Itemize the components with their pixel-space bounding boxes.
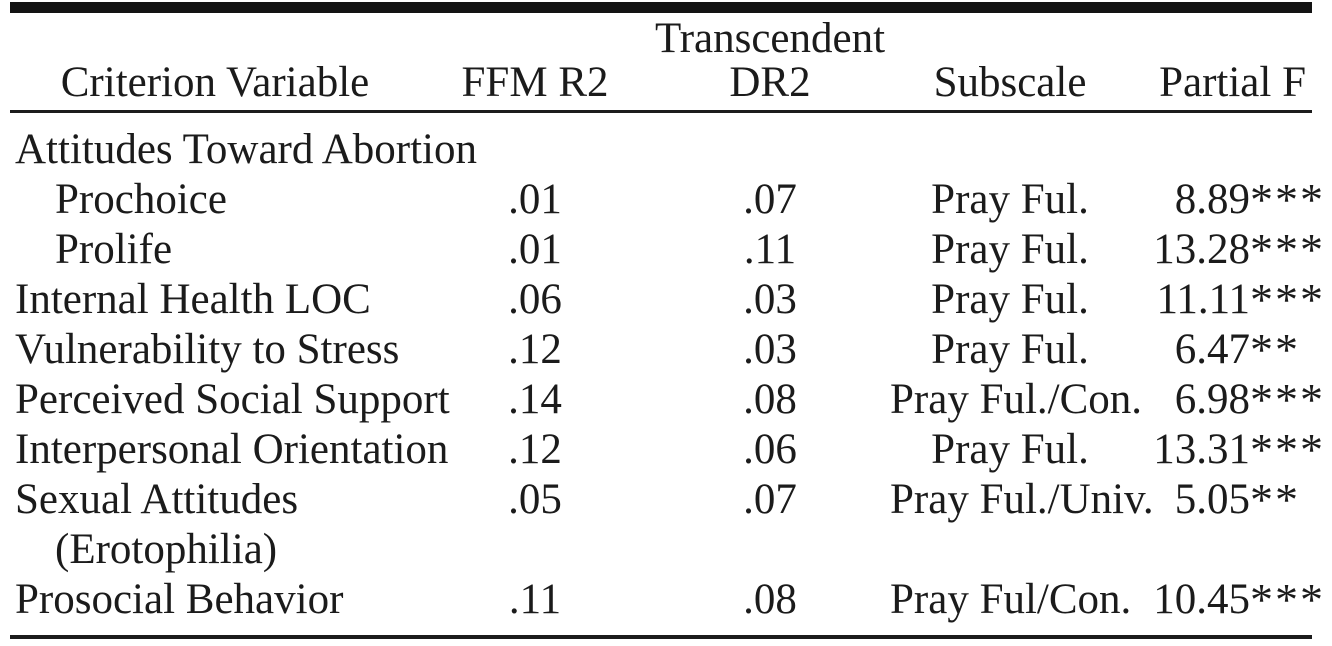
spanner-row: Transcendent bbox=[10, 17, 1312, 61]
criterion-cell: Vulnerability to Stress bbox=[15, 326, 400, 373]
ffm-r2-cell: .12 bbox=[508, 326, 562, 373]
table-row: Perceived Social Support .14 .08 Pray Fu… bbox=[10, 374, 1325, 425]
ffm-r2-cell: .05 bbox=[508, 476, 562, 523]
partial-f-value: 5.05 bbox=[1174, 476, 1250, 523]
criterion-cell: (Erotophilia) bbox=[55, 526, 278, 573]
column-header-subscale: Subscale bbox=[933, 59, 1087, 106]
partial-f-value: 6.98 bbox=[1174, 376, 1250, 423]
dr2-cell: .11 bbox=[743, 226, 797, 273]
subscale-cell: Pray Ful. bbox=[931, 176, 1089, 223]
criterion-cell: Perceived Social Support bbox=[15, 376, 450, 423]
dr2-cell: .06 bbox=[743, 426, 797, 473]
ffm-r2-cell bbox=[420, 525, 650, 575]
partial-f-cell: 13.28 *** bbox=[1130, 224, 1325, 275]
dr2-cell: .08 bbox=[743, 576, 797, 623]
partial-f-cell bbox=[1130, 125, 1312, 175]
subscale-cell: Pray Ful./Con. bbox=[890, 376, 1143, 423]
partial-f-cell: 13.31 *** bbox=[1130, 424, 1325, 475]
subscale-cell: Pray Ful. bbox=[931, 326, 1089, 373]
dr2-cell: .07 bbox=[743, 176, 797, 223]
subscale-cell: Pray Ful./Univ. bbox=[890, 476, 1154, 523]
table-top-rule bbox=[10, 2, 1312, 13]
dr2-cell: .08 bbox=[743, 376, 797, 423]
criterion-cell: Attitudes Toward Abortion bbox=[15, 126, 477, 173]
spanner-transcendent: Transcendent bbox=[654, 15, 886, 62]
ffm-r2-cell bbox=[420, 125, 650, 175]
partial-f-value: 13.28 bbox=[1153, 226, 1250, 273]
partial-f-value: 10.45 bbox=[1153, 576, 1250, 623]
partial-f-value: 6.47 bbox=[1174, 326, 1250, 373]
subscale-cell: Pray Ful/Con. bbox=[890, 576, 1132, 623]
table-row: Prochoice .01 .07 Pray Ful. 8.89 *** bbox=[10, 174, 1325, 225]
column-header-ffm-r2: FFM R2 bbox=[461, 59, 609, 106]
dr2-cell: .03 bbox=[743, 326, 797, 373]
criterion-cell: Prolife bbox=[55, 226, 173, 273]
partial-f-value bbox=[1130, 525, 1250, 575]
column-header-dr2: DR2 bbox=[729, 59, 811, 106]
subscale-cell: Pray Ful. bbox=[931, 226, 1089, 273]
ffm-r2-cell: .01 bbox=[508, 226, 562, 273]
regression-results-table: Transcendent Criterion Variable FFM R2 D… bbox=[10, 0, 1325, 639]
significance-stars: *** bbox=[1250, 424, 1325, 475]
significance-stars bbox=[1250, 125, 1312, 175]
ffm-r2-cell: .12 bbox=[508, 426, 562, 473]
dr2-cell: .07 bbox=[743, 476, 797, 523]
subscale-cell: Pray Ful. bbox=[931, 276, 1089, 323]
criterion-cell: Interpersonal Orientation bbox=[15, 426, 449, 473]
criterion-cell: Prochoice bbox=[55, 176, 227, 223]
partial-f-cell: 11.11 *** bbox=[1130, 274, 1325, 325]
significance-stars: *** bbox=[1250, 574, 1325, 625]
table-row: Attitudes Toward Abortion bbox=[10, 125, 1312, 175]
criterion-cell: Sexual Attitudes bbox=[15, 476, 299, 523]
table-header: Transcendent Criterion Variable FFM R2 D… bbox=[10, 13, 1312, 105]
ffm-r2-cell: .01 bbox=[508, 176, 562, 223]
partial-f-cell: 6.47 ** bbox=[1130, 325, 1312, 375]
table-row: Vulnerability to Stress .12 .03 Pray Ful… bbox=[10, 325, 1312, 375]
criterion-cell: Internal Health LOC bbox=[15, 276, 371, 323]
significance-stars bbox=[1250, 525, 1312, 575]
subscale-cell: Pray Ful. bbox=[931, 426, 1089, 473]
table-row: (Erotophilia) bbox=[10, 525, 1312, 575]
partial-f-value: 13.31 bbox=[1153, 426, 1250, 473]
significance-stars: *** bbox=[1250, 274, 1325, 325]
ffm-r2-cell: .06 bbox=[508, 276, 562, 323]
significance-stars: ** bbox=[1250, 474, 1300, 525]
partial-f-value bbox=[1130, 125, 1250, 175]
table-bottom-rule bbox=[10, 635, 1312, 639]
dr2-cell bbox=[650, 525, 890, 575]
partial-f-cell: 8.89 *** bbox=[1130, 174, 1325, 225]
significance-stars: *** bbox=[1250, 174, 1325, 225]
partial-f-value: 8.89 bbox=[1174, 176, 1250, 223]
partial-f-cell: 10.45 *** bbox=[1130, 574, 1325, 625]
ffm-r2-cell: .14 bbox=[508, 376, 562, 423]
table-row: Interpersonal Orientation .12 .06 Pray F… bbox=[10, 424, 1325, 475]
table-row: Internal Health LOC .06 .03 Pray Ful. 11… bbox=[10, 274, 1325, 325]
column-header-criterion-variable: Criterion Variable bbox=[60, 59, 370, 106]
column-header-partial-f: Partial F bbox=[1159, 59, 1306, 106]
table-row: Sexual Attitudes .05 .07 Pray Ful./Univ.… bbox=[10, 475, 1312, 525]
significance-stars: *** bbox=[1250, 224, 1325, 275]
header-divider-rule bbox=[10, 110, 1312, 113]
partial-f-cell: 5.05 ** bbox=[1130, 475, 1312, 525]
ffm-r2-cell: .11 bbox=[508, 576, 562, 623]
dr2-cell: .03 bbox=[743, 276, 797, 323]
significance-stars: *** bbox=[1250, 374, 1325, 425]
table-row: Prolife .01 .11 Pray Ful. 13.28 *** bbox=[10, 224, 1325, 275]
partial-f-cell: 6.98 *** bbox=[1130, 374, 1325, 425]
partial-f-cell bbox=[1130, 525, 1312, 575]
partial-f-value: 11.11 bbox=[1156, 276, 1250, 323]
table-row: Prosocial Behavior .11 .08 Pray Ful/Con.… bbox=[10, 574, 1325, 625]
subscale-cell bbox=[890, 525, 1130, 575]
column-header-row: Criterion Variable FFM R2 DR2 Subscale P… bbox=[10, 61, 1312, 105]
subscale-cell bbox=[890, 125, 1130, 175]
significance-stars: ** bbox=[1250, 324, 1300, 375]
criterion-cell: Prosocial Behavior bbox=[15, 576, 344, 623]
dr2-cell bbox=[650, 125, 890, 175]
table-body: Attitudes Toward Abortion Prochoice .01 … bbox=[10, 113, 1325, 625]
